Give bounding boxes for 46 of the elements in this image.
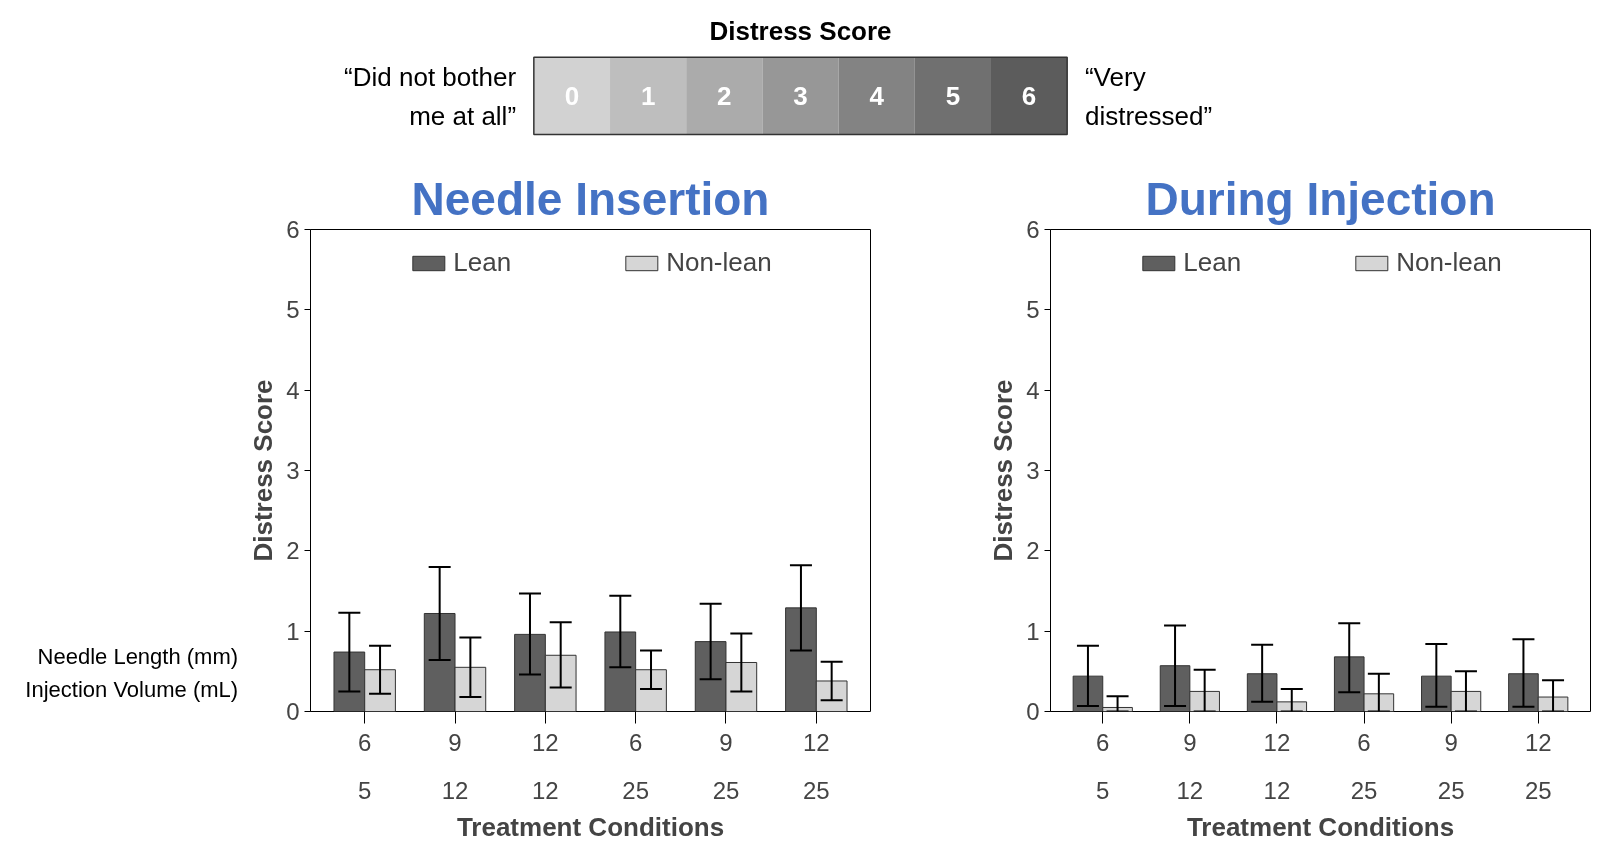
x-tick-label: 9 25 bbox=[1437, 728, 1465, 805]
x-axis-title: Treatment Conditions bbox=[1186, 812, 1455, 843]
text: Needle Length (mm) bbox=[37, 644, 239, 670]
x-tick-label: 9 12 bbox=[441, 728, 469, 805]
x-tick-label: 9 12 bbox=[1176, 728, 1204, 805]
x-tick-label: 6 5 bbox=[1096, 728, 1110, 805]
x-tick-label: 6 25 bbox=[1350, 728, 1378, 805]
legend-label: Lean bbox=[1183, 247, 1242, 278]
y-tick-label: 1 bbox=[286, 617, 300, 645]
x-tick-label: 12 12 bbox=[531, 728, 559, 805]
legend-label: Non-lean bbox=[666, 247, 772, 278]
legend-label: Lean bbox=[453, 247, 512, 278]
y-tick-label: 5 bbox=[1026, 296, 1040, 324]
y-tick-label: 4 bbox=[1026, 376, 1040, 404]
data-label: 5 bbox=[945, 81, 961, 112]
x-tick-label: 12 25 bbox=[802, 728, 830, 805]
y-tick-label: 1 bbox=[1026, 617, 1040, 645]
data-label: 2 bbox=[717, 81, 732, 112]
chart-title: Needle Insertion bbox=[411, 172, 770, 225]
y-tick-label: 0 bbox=[1026, 698, 1040, 725]
chart-title: Distress Score bbox=[709, 16, 892, 47]
y-tick-label: 3 bbox=[1026, 457, 1040, 484]
y-axis-title: Distress Score bbox=[988, 379, 1019, 562]
y-tick-label: 2 bbox=[286, 537, 300, 565]
x-axis-title: Treatment Conditions bbox=[456, 812, 725, 843]
y-tick-label: 6 bbox=[1026, 216, 1040, 243]
legend-label: Non-lean bbox=[1396, 247, 1502, 278]
y-tick-label: 0 bbox=[286, 698, 300, 725]
x-tick-label: 9 25 bbox=[712, 728, 740, 805]
y-tick-label: 5 bbox=[286, 296, 300, 324]
data-label: 3 bbox=[793, 81, 808, 112]
x-tick-label: 12 12 bbox=[1263, 728, 1291, 805]
text: “Very distressed” bbox=[1084, 61, 1213, 131]
x-tick-label: 12 25 bbox=[1524, 728, 1552, 805]
y-tick-label: 6 bbox=[286, 216, 300, 243]
y-tick-label: 4 bbox=[286, 376, 300, 404]
y-tick-label: 2 bbox=[1026, 537, 1040, 565]
text: “Did not bother me at all” bbox=[344, 61, 517, 131]
y-axis-title: Distress Score bbox=[248, 379, 279, 562]
chart-title: During Injection bbox=[1145, 172, 1496, 225]
x-tick-label: 6 5 bbox=[358, 728, 372, 805]
data-label: 4 bbox=[869, 81, 885, 112]
data-label: 1 bbox=[640, 81, 656, 112]
text: Injection Volume (mL) bbox=[25, 677, 239, 703]
y-tick-label: 3 bbox=[286, 457, 300, 484]
x-tick-label: 6 25 bbox=[622, 728, 650, 805]
